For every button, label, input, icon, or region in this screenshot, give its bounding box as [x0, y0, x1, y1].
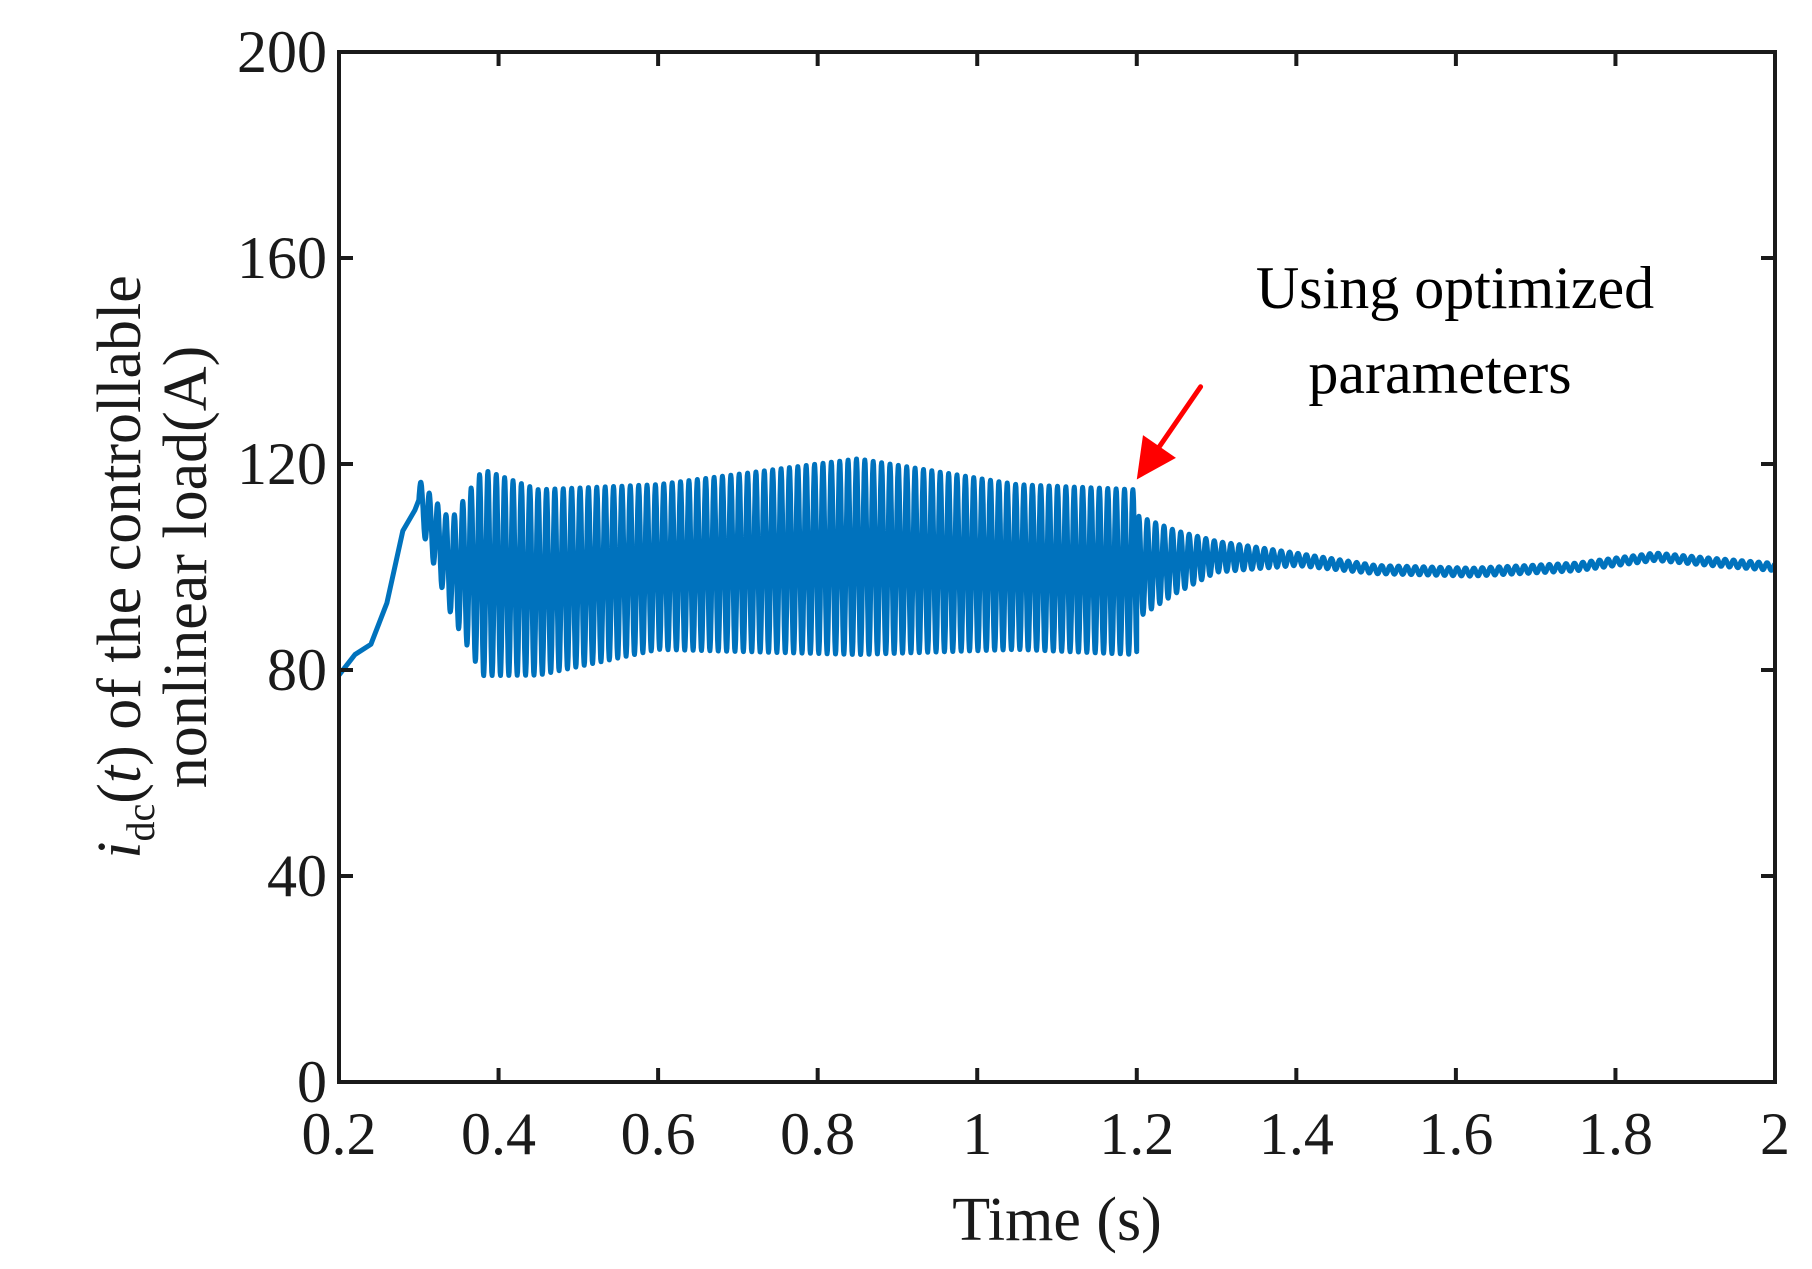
svg-text:idc(t) of the controllable: idc(t) of the controllable — [86, 275, 163, 859]
y-tick-label: 160 — [237, 225, 327, 291]
annotation-arrow-head — [1136, 435, 1176, 480]
x-tick-label: 2 — [1760, 1101, 1790, 1167]
y-tick-label: 120 — [237, 431, 327, 497]
x-tick-label: 0.8 — [780, 1101, 855, 1167]
y-tick-label: 80 — [267, 637, 327, 703]
y-label-open-paren: ( — [86, 783, 154, 804]
annotation-line-2: parameters — [1308, 340, 1571, 406]
series-line — [339, 456, 1775, 679]
y-tick-label: 40 — [267, 843, 327, 909]
x-tick-label: 0.6 — [621, 1101, 696, 1167]
series-layer — [339, 456, 1775, 679]
y-tick-label: 0 — [297, 1049, 327, 1115]
x-axis-title: Time (s) — [952, 1186, 1162, 1254]
annotation-arrow-shaft — [1156, 384, 1204, 450]
y-label-subscript: dc — [118, 804, 163, 842]
y-label-symbol: i — [86, 842, 154, 859]
axis-ticks: 0.2 0.4 0.6 0.8 1 1.2 1.4 1.6 1.8 2 0 40 80 120 160 200 — [237, 19, 1790, 1167]
y-label-line1-rest: of the controllable — [86, 275, 154, 745]
y-label-close-paren: ) — [86, 745, 154, 766]
x-tick-label: 1.2 — [1099, 1101, 1174, 1167]
x-tick-label: 0.4 — [461, 1101, 536, 1167]
plot-frame — [337, 50, 1777, 1084]
x-tick-label: 1.6 — [1418, 1101, 1493, 1167]
y-label-arg: t — [86, 764, 154, 783]
x-tick-label: 0.2 — [302, 1101, 377, 1167]
y-axis-title: idc(t) of the controllable nonlinear loa… — [86, 275, 220, 859]
y-label-line2: nonlinear load(A) — [152, 346, 220, 788]
x-tick-label: 1 — [962, 1101, 992, 1167]
annotation-line-1: Using optimized — [1256, 255, 1654, 321]
x-tick-label: 1.4 — [1259, 1101, 1334, 1167]
annotation: Using optimized parameters — [1136, 255, 1654, 480]
x-tick-label: 1.8 — [1578, 1101, 1653, 1167]
y-tick-label: 200 — [237, 19, 327, 85]
